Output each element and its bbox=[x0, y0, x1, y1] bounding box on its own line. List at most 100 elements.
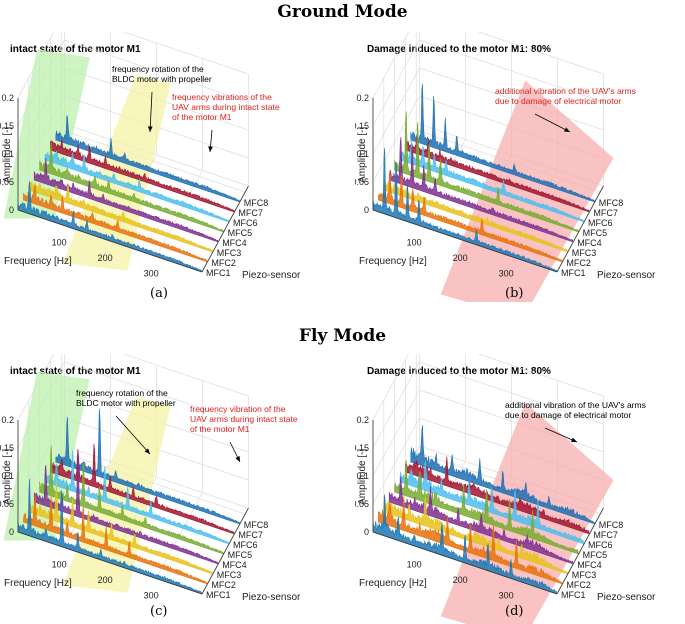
x-tick-100-d: 100 bbox=[407, 560, 422, 570]
y-tick-0-b: 0 bbox=[364, 205, 369, 215]
series-mfc3-c bbox=[28, 480, 213, 575]
z-tick-mfc8-b: MFC8 bbox=[599, 198, 624, 208]
z-tick-mfc6-a: MFC6 bbox=[233, 218, 258, 228]
series-mfc4-d bbox=[388, 476, 573, 565]
chart-panel-d: Damage induced to the motor M1: 80% 100 20… bbox=[355, 354, 685, 624]
annotation-c-0: frequency rotation of the BLDC motor with… bbox=[76, 388, 176, 408]
axes-b bbox=[372, 98, 604, 273]
series-mfc8-c bbox=[55, 408, 240, 525]
z-tick-mfc4-a: MFC4 bbox=[222, 238, 247, 248]
z-tick-mfc8-d: MFC8 bbox=[599, 520, 624, 530]
y-axis-label-d: Amplitude [-] bbox=[357, 449, 368, 505]
panel-label-c: (c) bbox=[150, 604, 168, 619]
x-axis-label-c: Frequency [Hz] bbox=[4, 578, 72, 589]
y-tick-0.2-b: 0.2 bbox=[356, 93, 369, 103]
annotation-arrowhead-c-1 bbox=[235, 456, 240, 462]
annotation-arrow-a-0 bbox=[149, 91, 153, 133]
z-tick-mfc1-a: MFC1 bbox=[206, 268, 231, 278]
y-tick-0.05-c: 0.05 bbox=[0, 499, 14, 509]
z-axis-label-d: Piezo-sensor bbox=[597, 592, 656, 603]
z-tick-mfc7-a: MFC7 bbox=[238, 208, 263, 218]
series-mfc8-a bbox=[55, 114, 240, 203]
annotation-arrowhead-a-0 bbox=[147, 126, 153, 132]
x-tick-300-c: 300 bbox=[144, 591, 159, 601]
chart-svg-a: intact state of the motor M1 100 200 300 0 0.… bbox=[0, 32, 301, 281]
z-tick-mfc4-c: MFC4 bbox=[222, 560, 247, 570]
x-tick-100-c: 100 bbox=[52, 560, 67, 570]
z-tick-mfc3-b: MFC3 bbox=[572, 248, 597, 258]
x-tick-200-a: 200 bbox=[98, 253, 113, 263]
green-band-c bbox=[3, 371, 90, 541]
series-mfc5-b bbox=[394, 111, 579, 233]
series-mfc3-b bbox=[383, 179, 568, 253]
series-mfc7-c bbox=[50, 443, 235, 535]
series-mfc5-c bbox=[39, 445, 224, 555]
series-mfc8-d bbox=[410, 425, 595, 525]
z-tick-mfc6-d: MFC6 bbox=[588, 540, 613, 550]
series-mfc3-d bbox=[383, 496, 568, 575]
series-mfc6-d bbox=[399, 461, 584, 545]
z-axis-label-a: Piezo-sensor bbox=[242, 270, 301, 281]
annotation-a-1: frequency vibrations of the UAV arms duri… bbox=[172, 92, 280, 122]
panel-label-b: (b) bbox=[505, 286, 524, 301]
chart-svg-c: intact state of the motor M1 100 200 300 0 0.… bbox=[0, 354, 301, 603]
annotation-arrow-b-0 bbox=[534, 113, 571, 133]
series-mfc7-d bbox=[405, 456, 590, 535]
y-tick-0.2-d: 0.2 bbox=[356, 415, 369, 425]
y-tick-0.2-a: 0.2 bbox=[1, 93, 14, 103]
y-axis-label-a: Amplitude [-] bbox=[2, 127, 13, 183]
series-mfc7-a bbox=[50, 139, 235, 213]
chart-title-c: intact state of the motor M1 bbox=[10, 366, 141, 377]
z-tick-mfc2-b: MFC2 bbox=[566, 258, 591, 268]
series-mfc5-d bbox=[394, 459, 579, 555]
y-tick-0.15-c: 0.15 bbox=[0, 443, 14, 453]
series-mfc4-b bbox=[388, 136, 573, 243]
series-mfc4-c bbox=[33, 450, 218, 565]
z-tick-mfc8-a: MFC8 bbox=[244, 198, 268, 208]
series-mfc6-c bbox=[44, 450, 229, 545]
y-tick-0.15-b: 0.15 bbox=[355, 121, 369, 131]
x-tick-200-c: 200 bbox=[98, 575, 113, 585]
y-tick-0.15-a: 0.15 bbox=[0, 121, 14, 131]
series-mfc4-a bbox=[33, 157, 218, 243]
series-mfc2-d bbox=[378, 495, 563, 585]
z-tick-mfc8-c: MFC8 bbox=[244, 520, 268, 530]
z-tick-mfc3-c: MFC3 bbox=[217, 570, 242, 580]
z-tick-mfc6-c: MFC6 bbox=[233, 540, 258, 550]
series-mfc6-a bbox=[44, 150, 229, 223]
y-tick-0-a: 0 bbox=[9, 205, 14, 215]
series-mfc2-b bbox=[378, 169, 563, 263]
chart-panel-a: intact state of the motor M1 100 200 300 0 0.… bbox=[0, 32, 330, 302]
y-axis-label-c: Amplitude [-] bbox=[2, 449, 13, 505]
z-tick-mfc5-d: MFC5 bbox=[583, 550, 608, 560]
y-tick-0.05-b: 0.05 bbox=[355, 177, 369, 187]
series-mfc6-b bbox=[399, 139, 584, 223]
z-tick-mfc3-a: MFC3 bbox=[217, 248, 242, 258]
ground-mode-title: Ground Mode bbox=[277, 2, 408, 22]
chart-title-b: Damage induced to the motor M1: 80% bbox=[367, 44, 551, 55]
x-tick-100-a: 100 bbox=[52, 238, 67, 248]
fly-mode-title: Fly Mode bbox=[298, 326, 387, 346]
y-tick-0.1-b: 0.1 bbox=[356, 149, 369, 159]
axes-d bbox=[372, 420, 604, 595]
chart-panel-c: intact state of the motor M1 100 200 300 0 0.… bbox=[0, 354, 330, 624]
x-tick-200-d: 200 bbox=[453, 575, 468, 585]
y-tick-0-c: 0 bbox=[9, 527, 14, 537]
annotation-c-1: frequency vibration of the UAV arms durin… bbox=[190, 404, 298, 434]
panel-label-d: (d) bbox=[505, 604, 524, 619]
series-mfc2-c bbox=[23, 493, 208, 585]
x-axis-label-d: Frequency [Hz] bbox=[359, 578, 427, 589]
y-tick-0.05-a: 0.05 bbox=[0, 177, 14, 187]
x-tick-300-d: 300 bbox=[499, 591, 514, 601]
z-tick-mfc2-a: MFC2 bbox=[211, 258, 236, 268]
annotation-arrowhead-d-0 bbox=[571, 437, 577, 442]
z-tick-mfc1-c: MFC1 bbox=[206, 590, 231, 600]
y-tick-0.2-c: 0.2 bbox=[1, 415, 14, 425]
annotation-d-0: additional vibration of the UAV's arms du… bbox=[505, 400, 646, 420]
y-axis-label-b: Amplitude [-] bbox=[357, 127, 368, 183]
series-mfc7-b bbox=[405, 133, 590, 213]
y-tick-0-d: 0 bbox=[364, 527, 369, 537]
annotation-arrowhead-b-0 bbox=[564, 127, 570, 132]
z-tick-mfc6-b: MFC6 bbox=[588, 218, 613, 228]
y-tick-0.15-d: 0.15 bbox=[355, 443, 369, 453]
